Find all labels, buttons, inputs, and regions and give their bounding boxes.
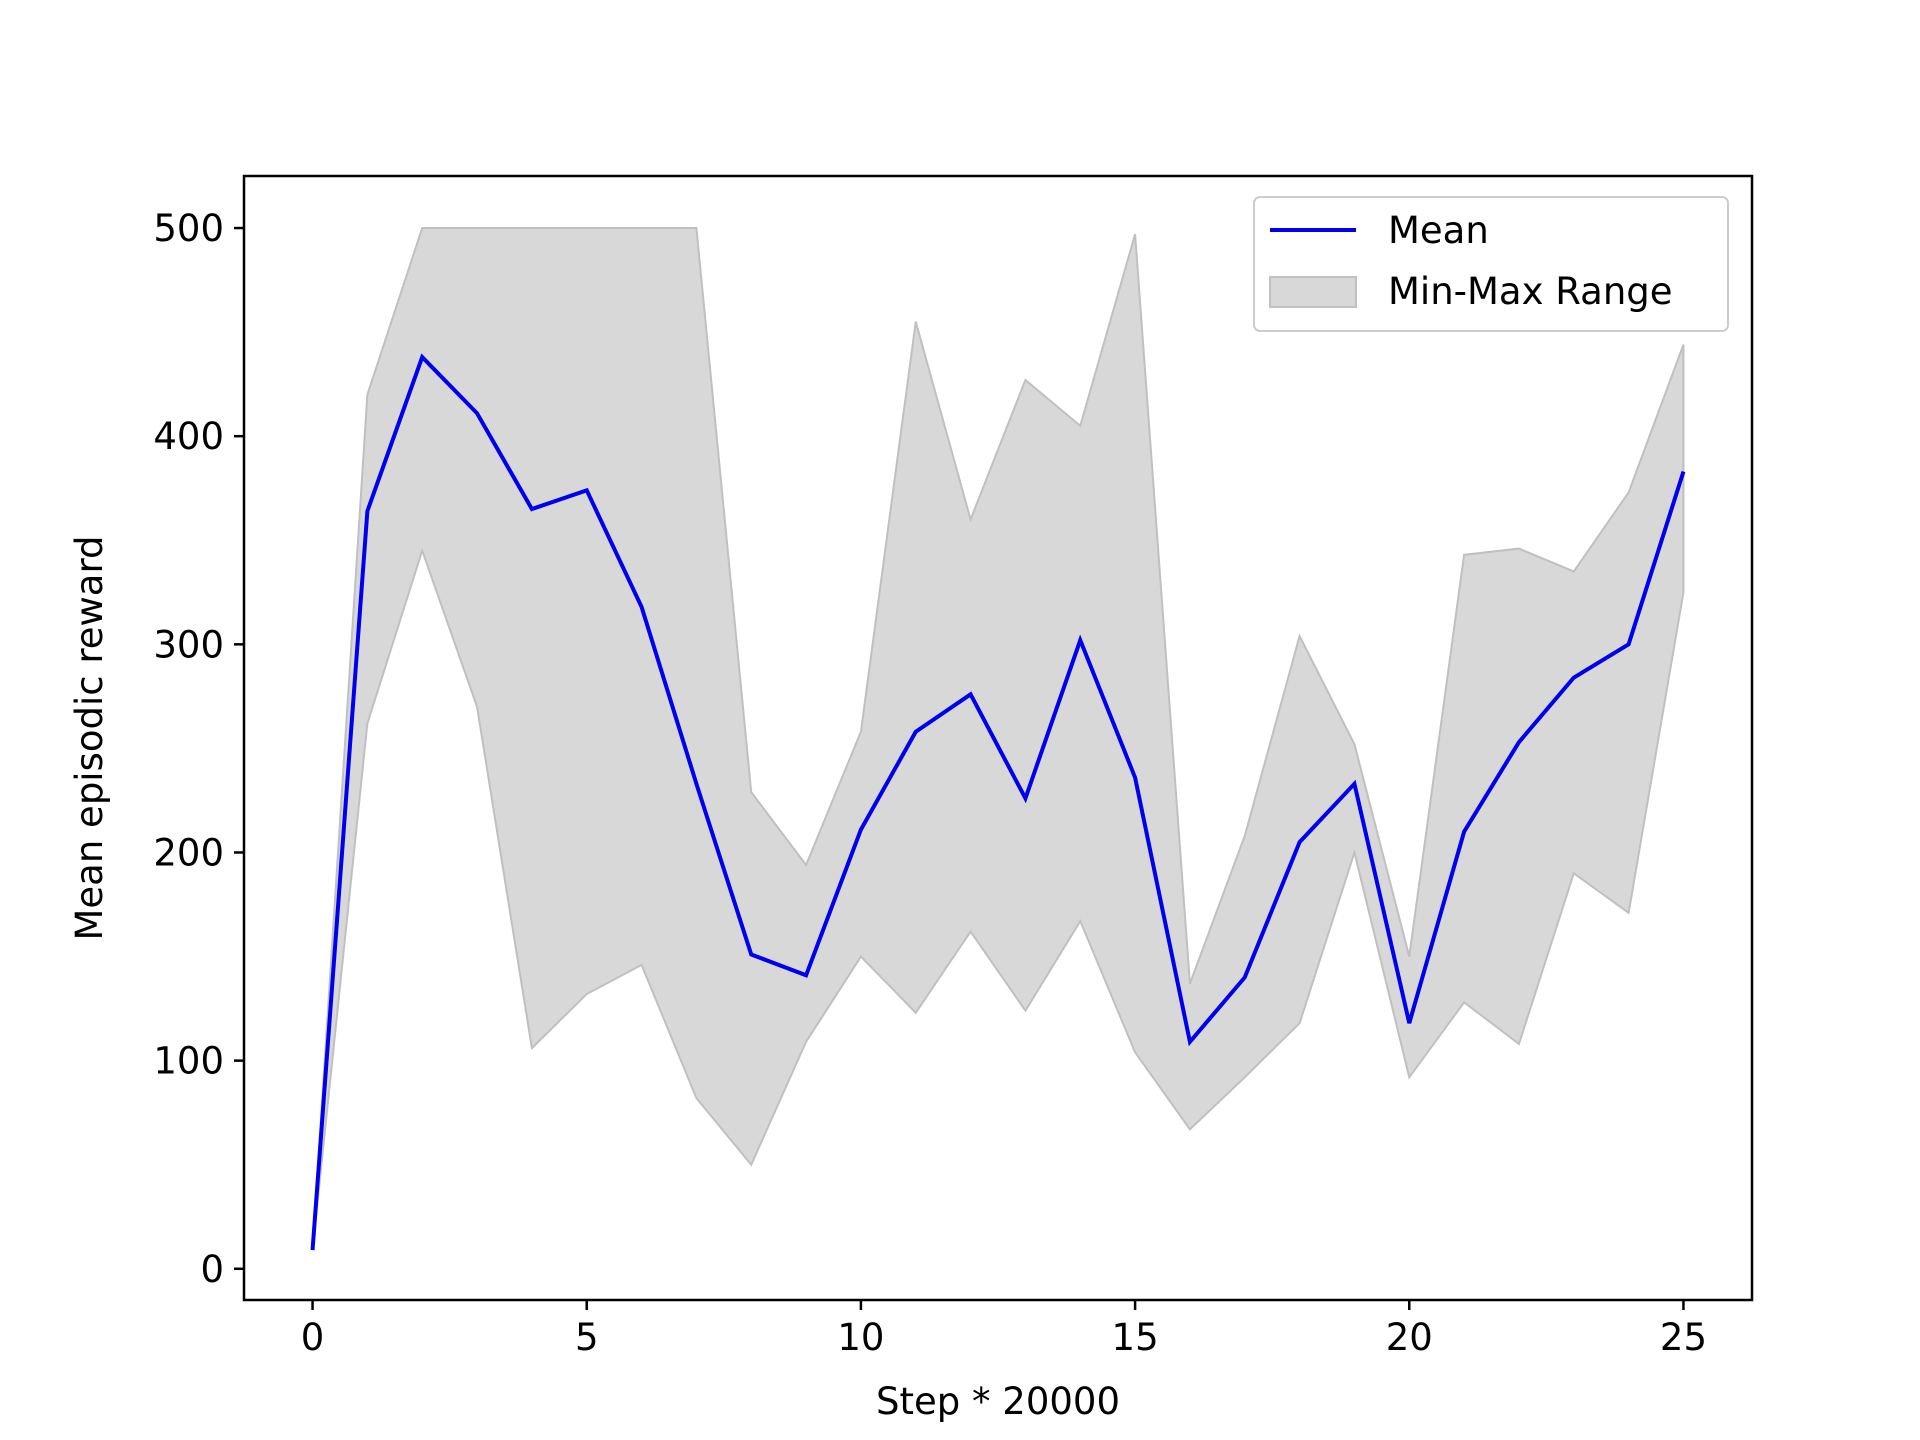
legend-range-swatch bbox=[1269, 276, 1357, 308]
x-tick-label: 5 bbox=[575, 1316, 599, 1359]
legend: Mean Min-Max Range bbox=[1253, 196, 1729, 332]
x-tick-label: 25 bbox=[1660, 1316, 1707, 1359]
y-tick-label: 500 bbox=[153, 207, 224, 250]
x-tick-label: 10 bbox=[837, 1316, 884, 1359]
x-tick-label: 0 bbox=[301, 1316, 325, 1359]
x-axis-label: Step * 20000 bbox=[876, 1380, 1120, 1423]
x-tick-label: 15 bbox=[1112, 1316, 1159, 1359]
plot-frame bbox=[242, 174, 1754, 1302]
x-axis: 0 5 10 15 20 25 bbox=[301, 1300, 1707, 1359]
y-tick-label: 100 bbox=[153, 1040, 224, 1083]
y-axis-label: Mean episodic reward bbox=[68, 535, 111, 940]
legend-range-label: Min-Max Range bbox=[1388, 270, 1673, 313]
y-tick-label: 200 bbox=[153, 831, 224, 874]
mean-series-line bbox=[310, 353, 1686, 1251]
y-tick-label: 0 bbox=[200, 1248, 224, 1291]
legend-box bbox=[1253, 196, 1729, 332]
x-tick-label: 20 bbox=[1386, 1316, 1433, 1359]
y-tick-label: 300 bbox=[153, 623, 224, 666]
y-tick-label: 400 bbox=[153, 415, 224, 458]
y-axis: 0 100 200 300 400 500 bbox=[153, 207, 244, 1291]
legend-mean-label: Mean bbox=[1388, 209, 1489, 252]
plot-area bbox=[310, 227, 1686, 1251]
min-max-range-band bbox=[311, 227, 1685, 1251]
